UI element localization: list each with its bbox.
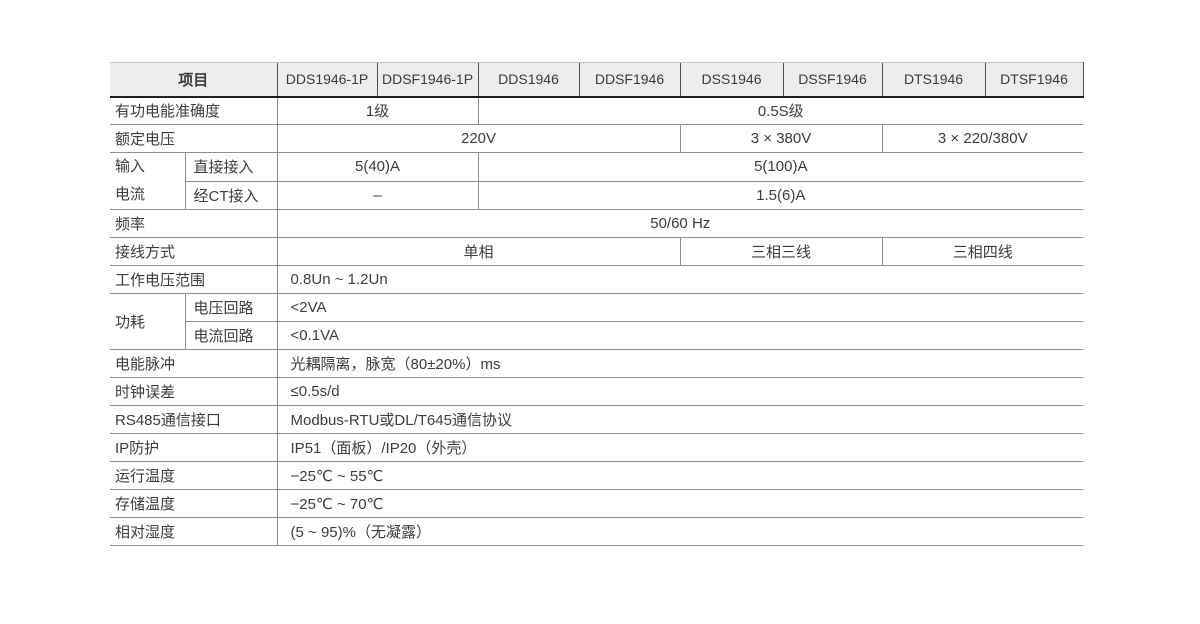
model-header-ddsf1946-1p: DDSF1946-1P bbox=[376, 62, 479, 98]
model-header-ddsf1946: DDSF1946 bbox=[578, 62, 681, 98]
clock-error-value: ≤0.5s/d bbox=[276, 377, 1084, 406]
model-header-dtsf1946: DTSF1946 bbox=[984, 62, 1084, 98]
model-header-dds1946: DDS1946 bbox=[477, 62, 580, 98]
rs485-value: Modbus-RTU或DL/T645通信协议 bbox=[276, 405, 1084, 434]
row-power-voltage-circuit: 功耗 电压回路 <2VA bbox=[110, 293, 1084, 350]
voltage-circuit-label: 电压回路 bbox=[185, 293, 278, 322]
row-input-current-direct: 输入 电流 直接接入 5(40)A 5(100)A bbox=[110, 152, 1084, 210]
row-voltage-range: 工作电压范围 0.8Un ~ 1.2Un bbox=[110, 265, 1084, 294]
voltage-range-label: 工作电压范围 bbox=[110, 265, 278, 294]
power-consumption-label: 功耗 bbox=[110, 293, 186, 350]
voltage-circuit-value: <2VA bbox=[276, 293, 1084, 322]
voltage-range-value: 0.8Un ~ 1.2Un bbox=[276, 265, 1084, 294]
ct-connect-3p-value: 1.5(6)A bbox=[477, 180, 1084, 210]
row-storage-temp: 存储温度 −25℃ ~ 70℃ bbox=[110, 489, 1084, 518]
row-rated-voltage: 额定电压 220V 3 × 380V 3 × 220/380V bbox=[110, 124, 1084, 153]
row-ip-protection: IP防护 IP51（面板）/IP20（外壳） bbox=[110, 433, 1084, 462]
operating-temp-label: 运行温度 bbox=[110, 461, 278, 490]
row-input-current-ct: 经CT接入 – 1.5(6)A bbox=[110, 180, 1084, 210]
input-current-label: 输入 电流 bbox=[110, 152, 186, 210]
row-humidity: 相对湿度 (5 ~ 95)%（无凝露） bbox=[110, 517, 1084, 546]
ct-connect-label: 经CT接入 bbox=[185, 180, 278, 210]
wiring-three-phase-three-wire: 三相三线 bbox=[679, 237, 883, 266]
model-header-dssf1946: DSSF1946 bbox=[782, 62, 883, 98]
storage-temp-value: −25℃ ~ 70℃ bbox=[276, 489, 1084, 518]
row-accuracy: 有功电能准确度 1级 0.5S级 bbox=[110, 96, 1084, 125]
ip-protection-value: IP51（面板）/IP20（外壳） bbox=[276, 433, 1084, 462]
row-pulse: 电能脉冲 光耦隔离，脉宽（80±20%）ms bbox=[110, 349, 1084, 378]
row-wiring: 接线方式 单相 三相三线 三相四线 bbox=[110, 237, 1084, 266]
humidity-value: (5 ~ 95)%（无凝露） bbox=[276, 517, 1084, 546]
humidity-label: 相对湿度 bbox=[110, 517, 278, 546]
wiring-single-phase: 单相 bbox=[276, 237, 681, 266]
clock-error-label: 时钟误差 bbox=[110, 377, 278, 406]
spec-table: 项目 DDS1946-1P DDSF1946-1P DDS1946 DDSF19… bbox=[110, 62, 1084, 546]
ip-protection-label: IP防护 bbox=[110, 433, 278, 462]
rated-voltage-380v: 3 × 380V bbox=[679, 124, 883, 153]
direct-connect-label: 直接接入 bbox=[185, 152, 278, 182]
pulse-label: 电能脉冲 bbox=[110, 349, 278, 378]
input-current-label-line1: 输入 bbox=[115, 158, 146, 175]
rated-voltage-label: 额定电压 bbox=[110, 124, 278, 153]
model-header-dss1946: DSS1946 bbox=[679, 62, 784, 98]
wiring-label: 接线方式 bbox=[110, 237, 278, 266]
rs485-label: RS485通信接口 bbox=[110, 405, 278, 434]
item-header-cell: 项目 bbox=[110, 62, 278, 98]
rated-voltage-220-380v: 3 × 220/380V bbox=[881, 124, 1084, 153]
model-header-dts1946: DTS1946 bbox=[881, 62, 986, 98]
row-rs485: RS485通信接口 Modbus-RTU或DL/T645通信协议 bbox=[110, 405, 1084, 434]
input-current-label-line2: 电流 bbox=[115, 186, 146, 203]
row-clock-error: 时钟误差 ≤0.5s/d bbox=[110, 377, 1084, 406]
accuracy-label: 有功电能准确度 bbox=[110, 96, 278, 125]
row-frequency: 频率 50/60 Hz bbox=[110, 209, 1084, 238]
spec-table-container: 项目 DDS1946-1P DDSF1946-1P DDS1946 DDSF19… bbox=[110, 62, 1084, 546]
direct-connect-1p-value: 5(40)A bbox=[276, 152, 479, 182]
storage-temp-label: 存储温度 bbox=[110, 489, 278, 518]
ct-connect-1p-value: – bbox=[276, 180, 479, 210]
accuracy-class05s-value: 0.5S级 bbox=[477, 96, 1084, 125]
rated-voltage-220v: 220V bbox=[276, 124, 681, 153]
model-header-dds1946-1p: DDS1946-1P bbox=[276, 62, 378, 98]
current-circuit-value: <0.1VA bbox=[276, 321, 1084, 350]
pulse-value: 光耦隔离，脉宽（80±20%）ms bbox=[276, 349, 1084, 378]
frequency-label: 频率 bbox=[110, 209, 278, 238]
row-operating-temp: 运行温度 −25℃ ~ 55℃ bbox=[110, 461, 1084, 490]
frequency-value: 50/60 Hz bbox=[276, 209, 1084, 238]
accuracy-class1-value: 1级 bbox=[276, 96, 479, 125]
header-row: 项目 DDS1946-1P DDSF1946-1P DDS1946 DDSF19… bbox=[110, 62, 1084, 98]
operating-temp-value: −25℃ ~ 55℃ bbox=[276, 461, 1084, 490]
row-power-current-circuit: 电流回路 <0.1VA bbox=[110, 321, 1084, 350]
current-circuit-label: 电流回路 bbox=[185, 321, 278, 350]
wiring-three-phase-four-wire: 三相四线 bbox=[881, 237, 1084, 266]
direct-connect-3p-value: 5(100)A bbox=[477, 152, 1084, 182]
